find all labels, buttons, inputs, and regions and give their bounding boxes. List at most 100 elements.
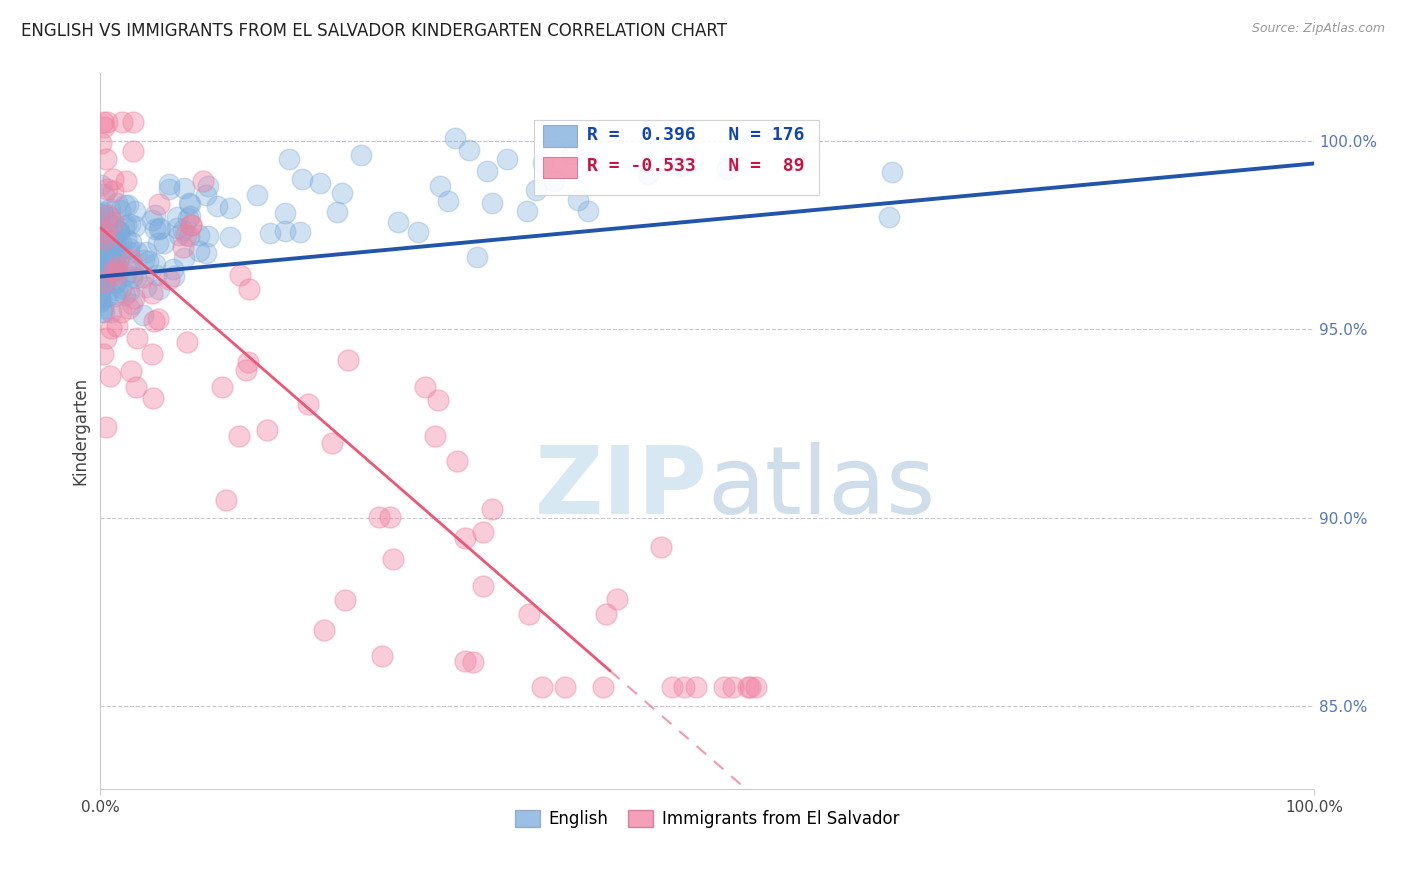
Point <box>114 174 136 188</box>
Point <box>105 260 128 274</box>
Point <box>169 228 191 243</box>
Point <box>90 261 112 276</box>
FancyBboxPatch shape <box>543 125 578 147</box>
Point <box>429 178 451 193</box>
Point <box>290 226 312 240</box>
Point <box>114 288 136 302</box>
Point <box>205 199 228 213</box>
Point <box>90 250 112 264</box>
Point <box>458 143 481 157</box>
Point <box>277 152 299 166</box>
Point <box>576 204 599 219</box>
Point <box>91 304 114 318</box>
Point <box>176 334 198 349</box>
Point <box>90 250 112 264</box>
Point <box>180 218 202 232</box>
Point <box>94 231 117 245</box>
Point <box>89 255 111 269</box>
Point <box>142 314 165 328</box>
Point <box>105 318 128 333</box>
Point <box>163 269 186 284</box>
Point <box>104 234 127 248</box>
Point <box>530 681 553 695</box>
Point <box>96 330 118 344</box>
Point <box>114 198 136 212</box>
Point <box>517 607 540 622</box>
Point <box>104 276 127 290</box>
Point <box>179 209 201 223</box>
Point <box>93 305 115 319</box>
Point <box>100 245 122 260</box>
Point <box>97 238 120 252</box>
Point <box>595 607 617 622</box>
Point <box>89 224 111 238</box>
Point <box>94 419 117 434</box>
Point <box>100 320 122 334</box>
Point <box>90 136 112 151</box>
FancyBboxPatch shape <box>543 157 578 178</box>
Point <box>238 282 260 296</box>
Point <box>98 202 121 216</box>
Point <box>89 288 111 302</box>
Point <box>413 380 436 394</box>
Point <box>89 207 111 221</box>
Point <box>685 681 707 695</box>
Point <box>153 235 176 250</box>
Point <box>93 275 115 289</box>
Point <box>93 272 115 286</box>
Point <box>194 188 217 202</box>
Point <box>118 217 141 231</box>
Point <box>880 165 903 179</box>
Point <box>162 262 184 277</box>
Point <box>89 252 111 266</box>
Point <box>174 227 197 242</box>
Point <box>91 347 114 361</box>
Point <box>100 304 122 318</box>
Point <box>96 182 118 196</box>
Point <box>516 204 538 219</box>
Point <box>89 291 111 305</box>
Point <box>105 196 128 211</box>
Point <box>91 235 114 250</box>
Point <box>197 178 219 193</box>
Point <box>91 232 114 246</box>
Point <box>471 525 494 540</box>
Point <box>89 252 111 267</box>
Point <box>177 211 200 225</box>
Text: Source: ZipAtlas.com: Source: ZipAtlas.com <box>1251 22 1385 36</box>
Point <box>101 256 124 270</box>
Point <box>90 252 112 267</box>
Point <box>606 592 628 607</box>
Point <box>531 156 554 170</box>
Point <box>124 203 146 218</box>
Point <box>481 196 503 211</box>
Point <box>177 196 200 211</box>
Point <box>461 655 484 669</box>
Point <box>148 281 170 295</box>
Point <box>121 296 143 310</box>
Point <box>333 592 356 607</box>
Point <box>187 244 209 258</box>
Point <box>543 174 565 188</box>
Point <box>194 245 217 260</box>
Point <box>157 182 180 196</box>
Point <box>721 681 744 695</box>
Point <box>274 206 297 220</box>
Point <box>149 221 172 235</box>
Point <box>91 301 114 315</box>
Point <box>380 509 402 524</box>
Point <box>337 352 360 367</box>
Point <box>93 115 115 129</box>
Point <box>297 397 319 411</box>
Point <box>662 157 685 171</box>
Point <box>118 284 141 298</box>
Point <box>879 210 901 224</box>
Point <box>101 184 124 198</box>
Point <box>173 181 195 195</box>
Point <box>110 248 132 262</box>
Point <box>143 208 166 222</box>
Point <box>91 204 114 219</box>
Point <box>110 305 132 319</box>
Point <box>454 532 477 546</box>
Point <box>105 283 128 297</box>
